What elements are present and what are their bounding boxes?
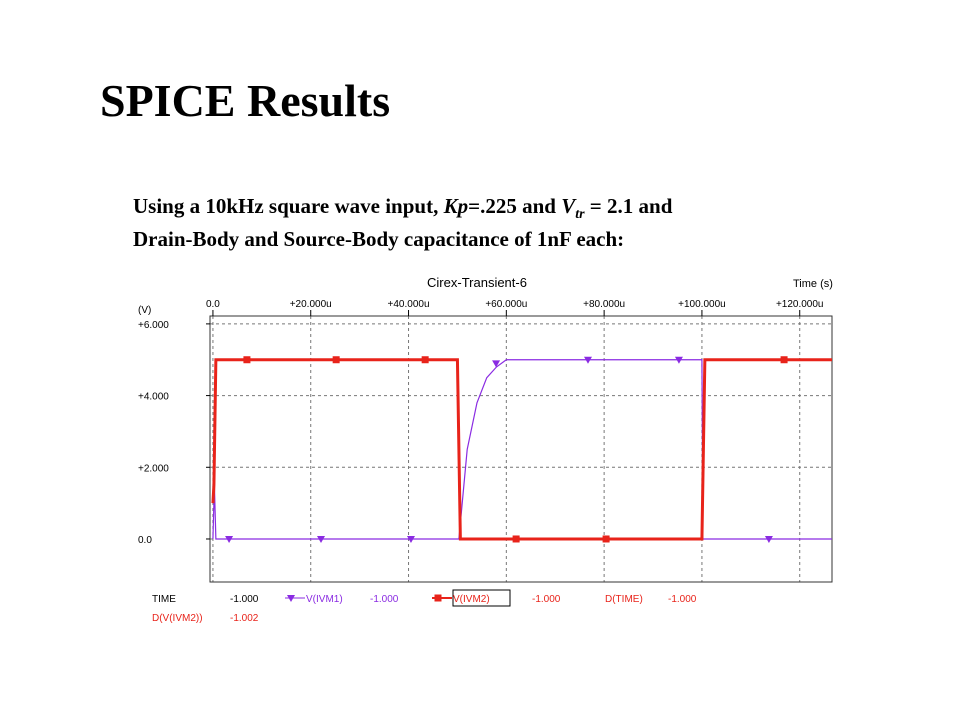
marker: [583, 356, 592, 364]
marker: [602, 535, 610, 543]
chart: Cirex-Transient-6 Time (s) (V) 0.0 +20.000u +…: [138, 275, 833, 624]
legend-readout: -1.000: [532, 594, 561, 605]
legend-label: D(V(IVM2)): [152, 613, 203, 624]
y-tick-label: +6.000: [138, 320, 169, 331]
marker: [780, 356, 788, 364]
legend-item: V(IVM2) -1.000: [432, 589, 561, 607]
description-line: Drain-Body and Source-Body capacitance o…: [133, 227, 624, 251]
subscript: tr: [575, 207, 585, 222]
legend-highlight: [452, 589, 511, 607]
x-axis-label: Time (s): [793, 278, 833, 290]
marker: [243, 356, 251, 364]
x-tick-label: +80.000u: [583, 299, 625, 310]
y-axis-label: (V): [138, 305, 151, 316]
legend-readout: -1.000: [370, 594, 399, 605]
legend-label: V(IVM1): [306, 594, 343, 605]
x-tick-label: 0.0: [206, 299, 220, 310]
text: =.225 and: [468, 194, 561, 218]
legend-label: D(TIME): [605, 594, 643, 605]
x-tick-label: +20.000u: [290, 299, 332, 310]
x-tick-label: +120.000u: [776, 299, 824, 310]
x-tick-label: +60.000u: [485, 299, 527, 310]
text: V: [561, 194, 577, 218]
marker: [421, 356, 429, 364]
marker: [406, 535, 415, 543]
slide-title: SPICE Results: [100, 75, 390, 126]
plot-frame: [209, 315, 833, 583]
marker: [332, 356, 340, 364]
text: = 2.1 and: [585, 194, 673, 218]
description-line: Using a 10kHz square wave input, Kp=.225…: [133, 194, 673, 222]
y-tick-label: +4.000: [138, 392, 169, 403]
marker: [512, 535, 520, 543]
legend-readout: -1.002: [230, 613, 259, 624]
text: Using a 10kHz square wave input,: [133, 194, 444, 218]
marker: [674, 356, 683, 364]
y-tick-label: 0.0: [138, 535, 152, 546]
x-tick-label: +40.000u: [388, 299, 430, 310]
legend-item: V(IVM1) -1.000: [285, 594, 399, 605]
y-tick-label: +2.000: [138, 463, 169, 474]
x-tick-label: +100.000u: [678, 299, 726, 310]
legend-readout: -1.000: [668, 594, 697, 605]
marker: [287, 595, 295, 602]
marker: [492, 360, 501, 368]
series-line: [211, 358, 832, 541]
marker: [317, 535, 326, 543]
chart-title: Cirex-Transient-6: [427, 275, 527, 290]
marker: [764, 535, 773, 543]
marker: [225, 535, 234, 543]
marker: [434, 594, 442, 602]
text: Kp: [443, 194, 469, 218]
legend-label: V(IVM2): [453, 594, 490, 605]
legend-readout: -1.000: [230, 594, 259, 605]
legend-label: TIME: [152, 594, 176, 605]
